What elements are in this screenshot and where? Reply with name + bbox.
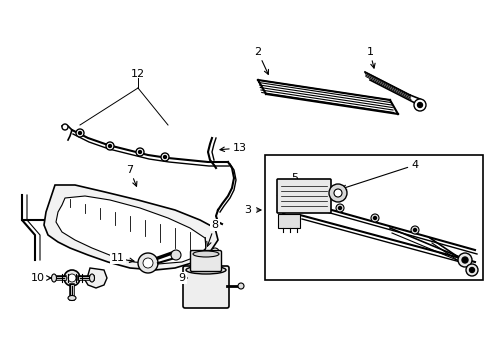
Circle shape (370, 214, 378, 222)
Text: 13: 13 (220, 143, 246, 153)
Circle shape (138, 253, 158, 273)
Circle shape (106, 142, 114, 150)
Polygon shape (85, 268, 107, 288)
Circle shape (79, 131, 81, 135)
Circle shape (373, 216, 376, 220)
Circle shape (161, 153, 169, 161)
Circle shape (138, 150, 141, 153)
Circle shape (410, 226, 418, 234)
Circle shape (468, 267, 473, 273)
FancyBboxPatch shape (276, 179, 330, 213)
Circle shape (171, 250, 181, 260)
Text: 3: 3 (244, 205, 261, 215)
Circle shape (338, 207, 341, 210)
Circle shape (413, 99, 425, 111)
Circle shape (238, 283, 244, 289)
Text: 7: 7 (126, 165, 137, 186)
Circle shape (333, 189, 341, 197)
Circle shape (413, 229, 416, 231)
Text: 11: 11 (111, 253, 134, 263)
Text: 10: 10 (31, 273, 51, 283)
Circle shape (335, 204, 343, 212)
Circle shape (417, 103, 422, 108)
Ellipse shape (51, 274, 57, 282)
Circle shape (64, 270, 80, 286)
FancyBboxPatch shape (190, 251, 221, 271)
Text: 6: 6 (282, 200, 293, 214)
Text: 4: 4 (341, 160, 418, 189)
Circle shape (142, 258, 153, 268)
Circle shape (461, 257, 467, 263)
Ellipse shape (193, 251, 219, 257)
Ellipse shape (185, 266, 225, 274)
Circle shape (108, 144, 111, 148)
Bar (264, 155, 482, 280)
Polygon shape (56, 196, 205, 264)
Circle shape (76, 129, 84, 137)
Polygon shape (44, 185, 218, 270)
Text: 9: 9 (178, 273, 186, 283)
Circle shape (457, 253, 471, 267)
Text: 1: 1 (366, 47, 374, 68)
Ellipse shape (89, 274, 94, 282)
Text: 2: 2 (254, 47, 268, 75)
Text: 5: 5 (291, 173, 301, 185)
Circle shape (328, 184, 346, 202)
Text: 8: 8 (206, 220, 218, 246)
Circle shape (163, 156, 166, 158)
Text: 12: 12 (131, 69, 145, 79)
Circle shape (210, 248, 219, 256)
Bar (278, 214, 299, 228)
Circle shape (465, 264, 477, 276)
Circle shape (136, 148, 143, 156)
Circle shape (62, 124, 68, 130)
Circle shape (68, 274, 76, 282)
Ellipse shape (68, 296, 76, 301)
FancyBboxPatch shape (183, 266, 228, 308)
